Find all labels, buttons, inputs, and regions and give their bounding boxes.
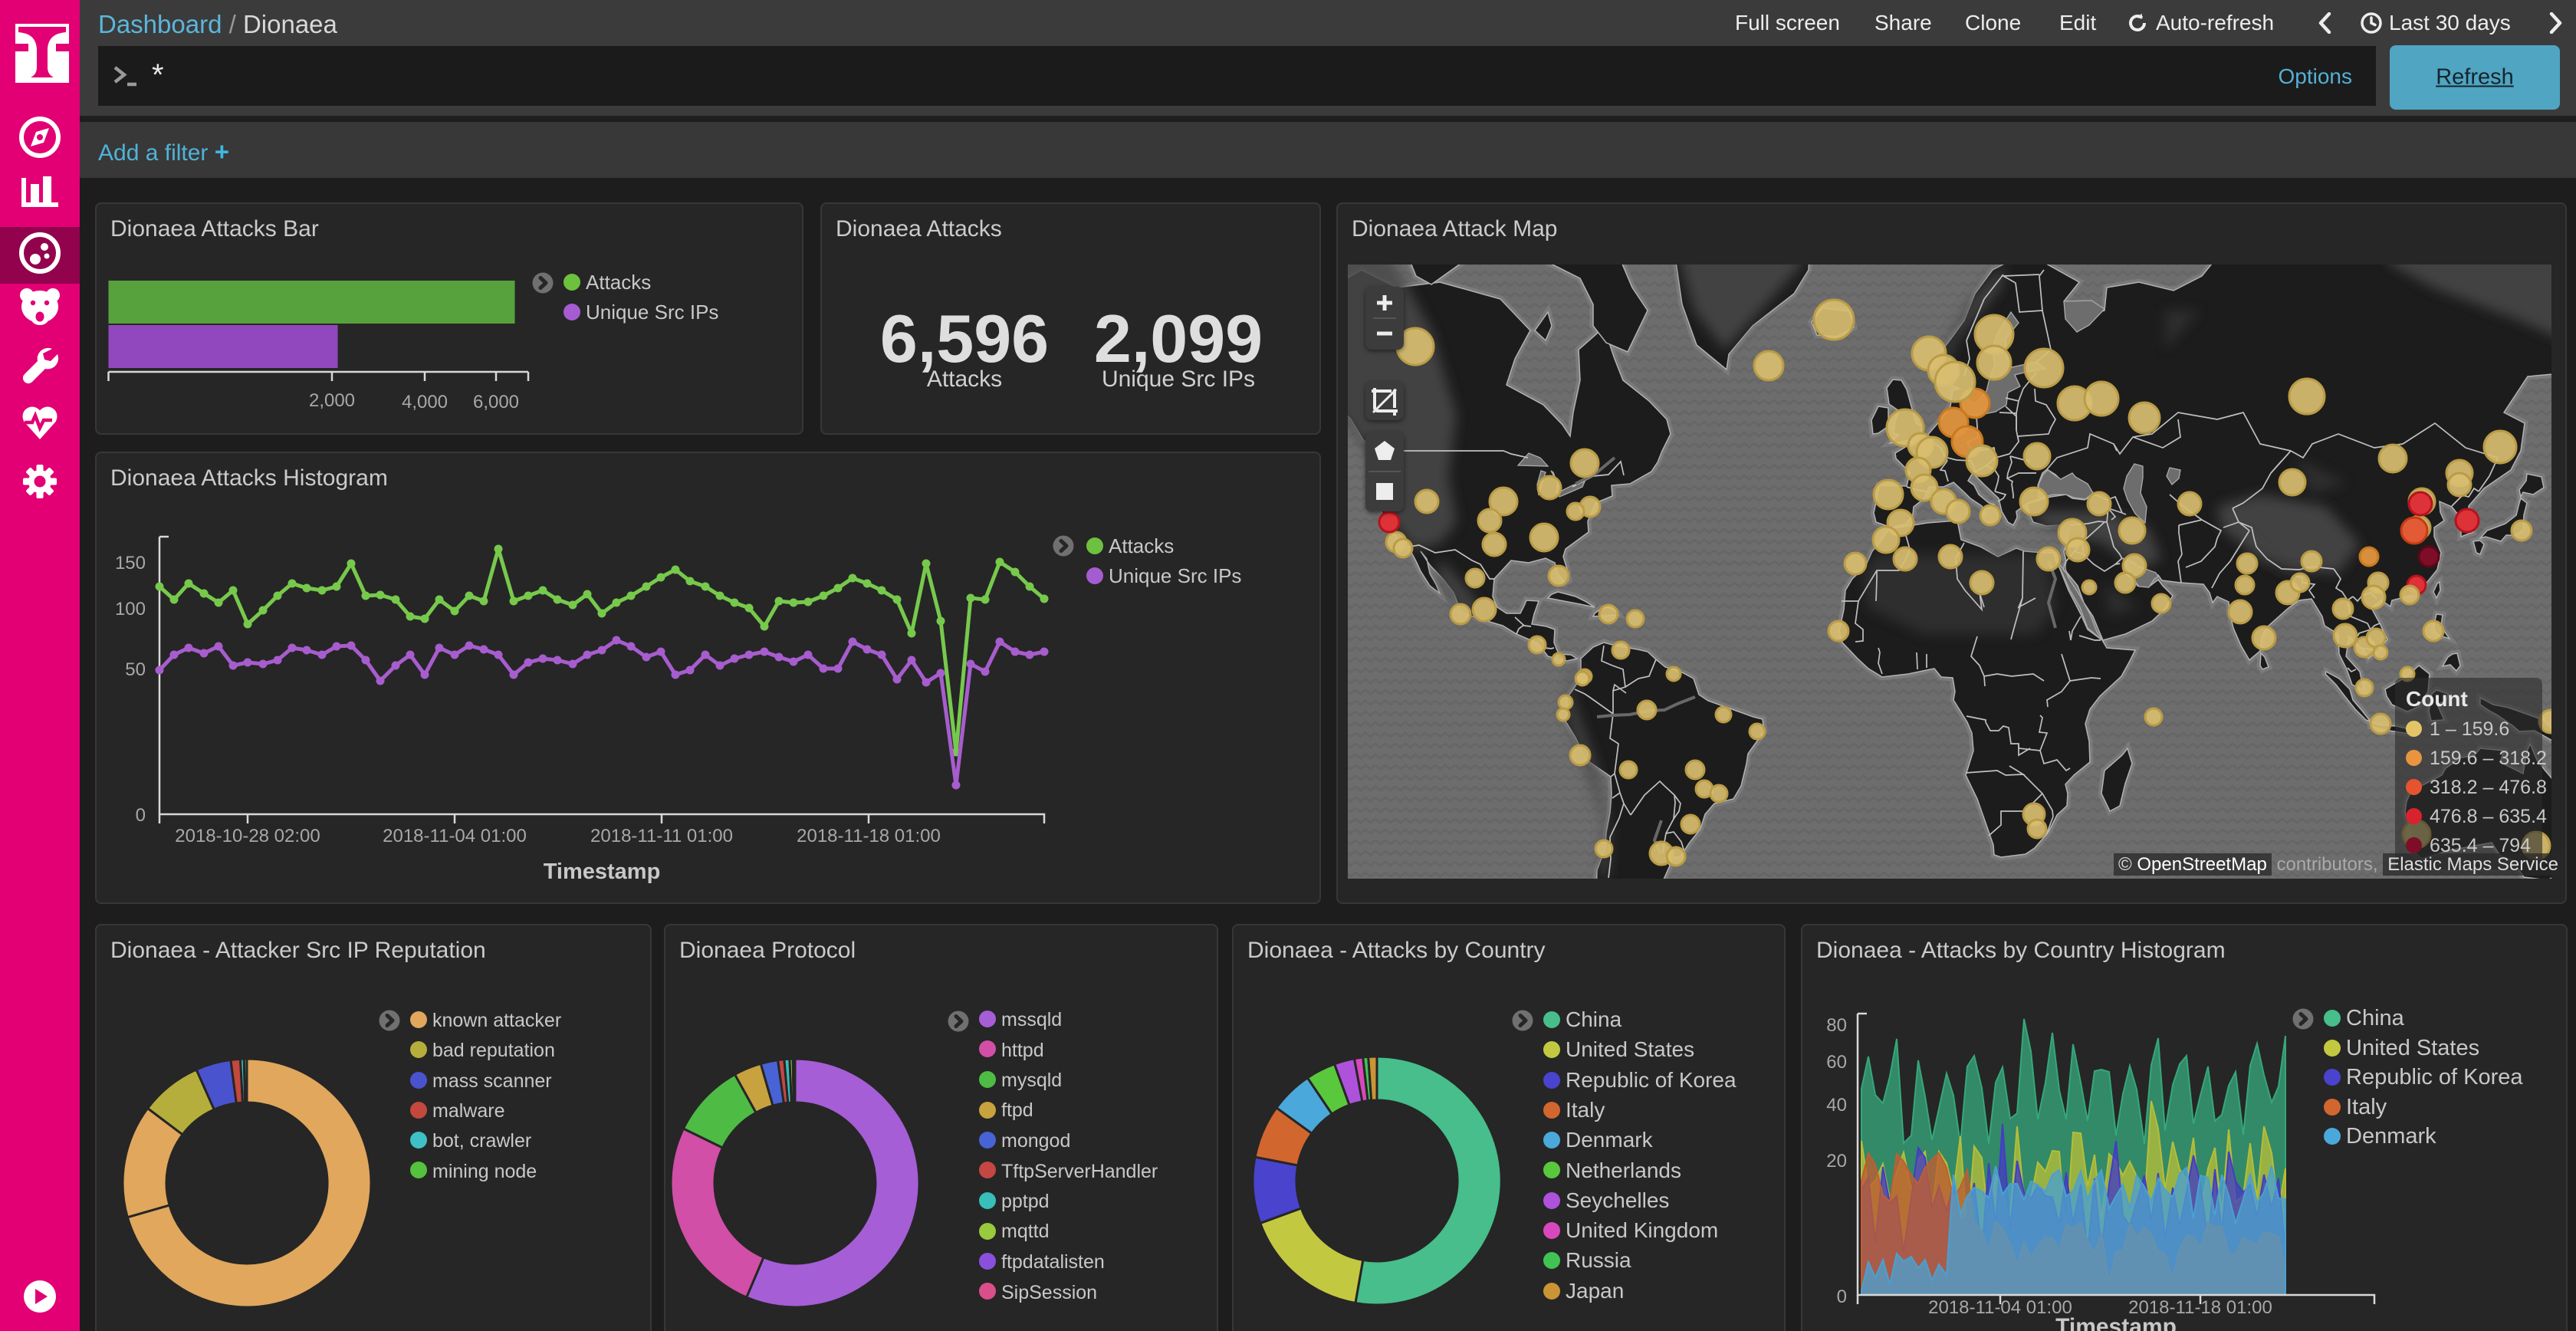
- svg-text:Unique Src IPs: Unique Src IPs: [1109, 564, 1241, 587]
- svg-text:mqttd: mqttd: [1001, 1221, 1050, 1242]
- svg-text:ftpd: ftpd: [1001, 1099, 1033, 1121]
- svg-text:0: 0: [136, 805, 146, 826]
- svg-text:mysqld: mysqld: [1001, 1070, 1062, 1091]
- svg-text:2018-11-04 01:00: 2018-11-04 01:00: [383, 826, 527, 846]
- svg-text:United Kingdom: United Kingdom: [1566, 1218, 1718, 1242]
- svg-text:malware: malware: [432, 1100, 504, 1122]
- svg-text:Italy: Italy: [2346, 1095, 2387, 1119]
- svg-text:2018-11-04 01:00: 2018-11-04 01:00: [1928, 1297, 2072, 1318]
- svg-text:United States: United States: [1566, 1037, 1694, 1061]
- svg-text:TftpServerHandler: TftpServerHandler: [1001, 1161, 1158, 1182]
- svg-text:Republic of Korea: Republic of Korea: [2346, 1065, 2523, 1089]
- svg-text:80: 80: [1826, 1015, 1847, 1036]
- svg-text:mssqld: mssqld: [1001, 1009, 1062, 1030]
- svg-text:mass scanner: mass scanner: [432, 1070, 552, 1092]
- svg-text:2018-11-11 01:00: 2018-11-11 01:00: [590, 826, 733, 846]
- svg-text:50: 50: [125, 659, 146, 680]
- svg-text:2,000: 2,000: [309, 390, 355, 411]
- svg-text:Attacks: Attacks: [586, 271, 651, 294]
- svg-text:0: 0: [1837, 1287, 1847, 1307]
- svg-text:bot, crawler: bot, crawler: [432, 1130, 531, 1152]
- svg-text:Republic of Korea: Republic of Korea: [1566, 1068, 1737, 1092]
- svg-text:60: 60: [1826, 1052, 1847, 1073]
- svg-text:4,000: 4,000: [402, 392, 448, 412]
- svg-text:pptpd: pptpd: [1001, 1191, 1050, 1212]
- svg-text:40: 40: [1826, 1095, 1847, 1116]
- svg-text:mongod: mongod: [1001, 1130, 1070, 1152]
- svg-text:20: 20: [1826, 1151, 1847, 1172]
- svg-text:Seychelles: Seychelles: [1566, 1188, 1669, 1212]
- svg-text:Timestamp: Timestamp: [544, 859, 661, 884]
- svg-text:100: 100: [115, 599, 146, 619]
- svg-text:Italy: Italy: [1566, 1098, 1605, 1122]
- svg-text:United States: United States: [2346, 1036, 2479, 1060]
- svg-text:Unique Src IPs: Unique Src IPs: [586, 301, 718, 324]
- svg-text:known attacker: known attacker: [432, 1010, 561, 1031]
- svg-text:2018-10-28 02:00: 2018-10-28 02:00: [175, 826, 320, 846]
- svg-text:China: China: [1566, 1007, 1622, 1031]
- svg-text:Attacks: Attacks: [1109, 534, 1174, 557]
- svg-text:Denmark: Denmark: [2346, 1124, 2436, 1149]
- svg-text:China: China: [2346, 1006, 2405, 1030]
- svg-text:httpd: httpd: [1001, 1040, 1044, 1061]
- svg-text:Russia: Russia: [1566, 1248, 1631, 1272]
- svg-text:mining node: mining node: [432, 1161, 537, 1182]
- svg-text:2018-11-18 01:00: 2018-11-18 01:00: [797, 826, 941, 846]
- svg-text:2018-11-18 01:00: 2018-11-18 01:00: [2128, 1297, 2272, 1318]
- svg-text:Denmark: Denmark: [1566, 1128, 1654, 1152]
- svg-text:6,000: 6,000: [473, 392, 519, 412]
- svg-text:Netherlands: Netherlands: [1566, 1158, 1681, 1182]
- svg-text:Timestamp: Timestamp: [2055, 1314, 2177, 1331]
- svg-text:SipSession: SipSession: [1001, 1282, 1097, 1303]
- svg-text:bad reputation: bad reputation: [432, 1040, 555, 1061]
- svg-text:ftpdatalisten: ftpdatalisten: [1001, 1251, 1105, 1273]
- svg-text:150: 150: [115, 553, 146, 573]
- svg-text:Japan: Japan: [1566, 1279, 1624, 1303]
